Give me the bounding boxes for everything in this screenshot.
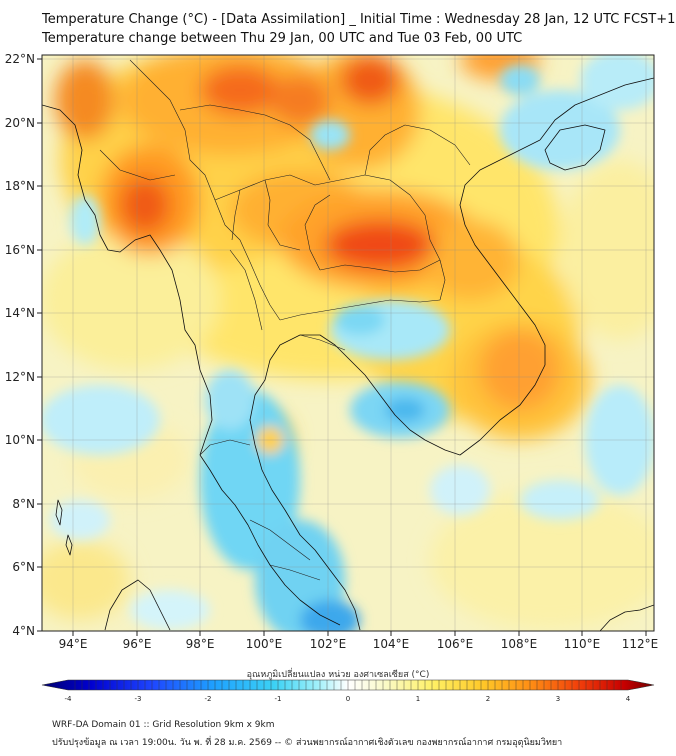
coastlines: [42, 77, 654, 631]
lat-tick-label: 20°N: [5, 116, 35, 130]
lon-tick-label: 96°E: [123, 637, 152, 651]
lat-tick-label: 22°N: [5, 52, 35, 66]
map-subtitle: Temperature change between Thu 29 Jan, 0…: [42, 31, 523, 46]
country-borders: [99, 59, 471, 581]
lon-tick-label: 102°E: [310, 637, 347, 651]
lat-tick-label: 12°N: [5, 370, 35, 384]
colorbar-tick-label: -3: [135, 695, 142, 703]
lon-tick-label: 110°E: [564, 637, 601, 651]
lon-tick-label: 106°E: [437, 637, 474, 651]
colorbar-tick-label: 3: [556, 695, 560, 703]
lon-tick-label: 100°E: [246, 637, 283, 651]
lat-tick-label: 6°N: [12, 560, 35, 574]
colorbar-tick-label: -2: [205, 695, 212, 703]
model-info: WRF-DA Domain 01 :: Grid Resolution 9km …: [52, 720, 275, 730]
map-title: Temperature Change (°C) - [Data Assimila…: [42, 12, 676, 27]
lat-tick-label: 4°N: [12, 624, 35, 638]
longitude-axis: 94°E 96°E 98°E 100°E 102°E 104°E 106°E 1…: [59, 631, 659, 651]
lat-tick-label: 16°N: [5, 243, 35, 257]
colorbar-title: อุณหภูมิเปลี่ยนแปลง หน่วย องศาเซลเซียส (…: [246, 670, 430, 680]
plot-frame: [41, 54, 655, 632]
lat-tick-label: 8°N: [12, 497, 35, 511]
gridlines: [42, 55, 654, 631]
colorbar: -4 -3 -2 -1 0 1 2 3 4: [41, 679, 655, 703]
update-credit: ปรับปรุงข้อมูล ณ เวลา 19:00น. วัน พ. ที่…: [52, 738, 563, 748]
lon-tick-label: 108°E: [501, 637, 538, 651]
latitude-axis: 22°N 20°N 18°N 16°N 14°N 12°N 10°N 8°N 6…: [5, 52, 42, 638]
lat-tick-label: 18°N: [5, 179, 35, 193]
lat-tick-label: 10°N: [5, 433, 35, 447]
colorbar-tick-label: 0: [346, 695, 350, 703]
colorbar-tick-label: 1: [416, 695, 420, 703]
lon-tick-label: 94°E: [59, 637, 88, 651]
colorbar-tick-label: -4: [65, 695, 73, 703]
colorbar-tick-label: 4: [626, 695, 631, 703]
lon-tick-label: 104°E: [373, 637, 410, 651]
lon-tick-label: 112°E: [622, 637, 659, 651]
colorbar-tick-label: -1: [275, 695, 282, 703]
lat-tick-label: 14°N: [5, 306, 35, 320]
colorbar-tick-label: 2: [486, 695, 490, 703]
lon-tick-label: 98°E: [186, 637, 215, 651]
temperature-field: [42, 55, 654, 631]
